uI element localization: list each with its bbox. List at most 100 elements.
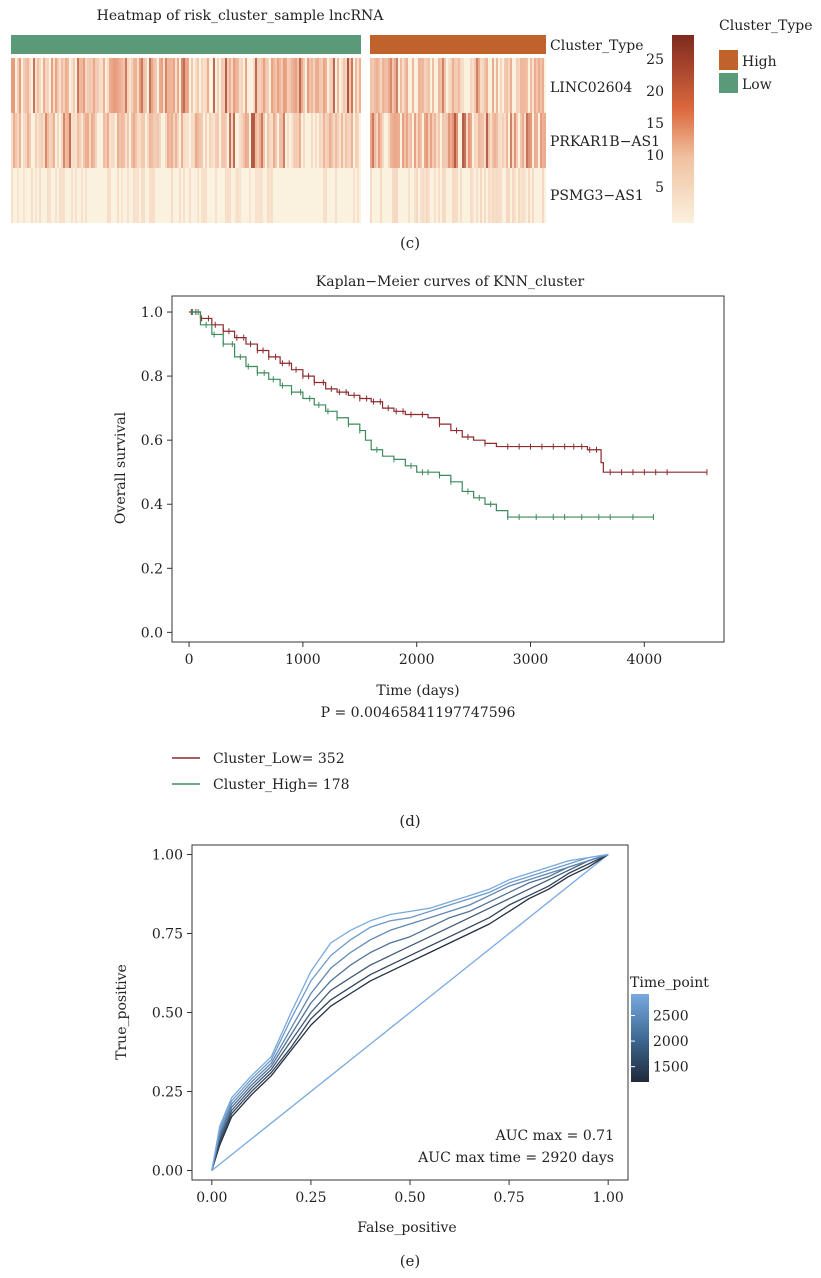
heatmap-cell — [432, 58, 434, 113]
heatmap-cell — [482, 58, 484, 113]
heatmap-cell — [542, 113, 544, 168]
heatmap-cell — [123, 113, 125, 168]
heatmap-cell — [101, 58, 103, 113]
heatmap-cell — [245, 58, 247, 113]
heatmap-cell — [189, 168, 191, 223]
heatmap-cell — [341, 113, 343, 168]
heatmap-cell — [536, 113, 538, 168]
heatmap-cell — [301, 58, 303, 113]
heatmap-cell — [295, 113, 297, 168]
heatmap-cell — [315, 113, 317, 168]
heatmap-cell — [520, 113, 522, 168]
heatmap-cell — [428, 168, 430, 223]
heatmap-cell — [99, 58, 101, 113]
heatmap-cell — [77, 58, 79, 113]
km-y-tick-label: 0.2 — [141, 561, 163, 577]
heatmap-cell — [135, 168, 137, 223]
heatmap-cell — [39, 168, 41, 223]
heatmap-cell — [229, 113, 231, 168]
heatmap-cell — [277, 58, 279, 113]
heatmap-cell — [275, 113, 277, 168]
heatmap-cell — [81, 113, 83, 168]
heatmap-cell — [135, 113, 137, 168]
heatmap-cell — [205, 113, 207, 168]
heatmap-cell — [297, 58, 299, 113]
heatmap-cell — [440, 58, 442, 113]
heatmap-cell — [524, 58, 526, 113]
heatmap-cell — [466, 113, 468, 168]
heatmap-cell — [223, 58, 225, 113]
heatmap-cell — [454, 58, 456, 113]
heatmap-cell — [456, 58, 458, 113]
heatmap-cell — [540, 113, 542, 168]
km-title: Kaplan−Meier curves of KNN_cluster — [316, 274, 585, 290]
heatmap-cell — [534, 113, 536, 168]
km-y-tick-label: 0.4 — [141, 497, 163, 513]
colorbar-tick-15: 15 — [646, 116, 664, 132]
heatmap-cell — [384, 58, 386, 113]
heatmap-cell — [61, 168, 63, 223]
heatmap-cell — [225, 168, 227, 223]
heatmap-cell — [225, 58, 227, 113]
heatmap-cell — [259, 113, 261, 168]
heatmap-cell — [341, 58, 343, 113]
heatmap-cell — [492, 58, 494, 113]
heatmap-cell — [484, 58, 486, 113]
heatmap-cell — [69, 113, 71, 168]
heatmap-cell — [91, 58, 93, 113]
km-x-tick-label: 2000 — [399, 652, 435, 668]
heatmap-cell — [225, 113, 227, 168]
heatmap-cell — [450, 58, 452, 113]
heatmap-cell — [67, 58, 69, 113]
heatmap-cell — [402, 113, 404, 168]
km-x-tick-label: 0 — [185, 652, 194, 668]
heatmap-title: Heatmap of risk_cluster_sample lncRNA — [97, 8, 385, 24]
heatmap-cell — [187, 58, 189, 113]
heatmap-cell — [339, 113, 341, 168]
heatmap-cell — [161, 58, 163, 113]
heatmap-cell — [299, 58, 301, 113]
heatmap-cell — [426, 113, 428, 168]
heatmap-cell — [376, 113, 378, 168]
heatmap-cell — [113, 58, 115, 113]
roc-xlabel: False_positive — [357, 1220, 456, 1236]
km-legend-label-high: Cluster_High= 178 — [213, 777, 350, 793]
heatmap-cell — [512, 113, 514, 168]
heatmap-cell — [311, 113, 313, 168]
heatmap-cell — [438, 113, 440, 168]
heatmap-cell — [470, 168, 472, 223]
heatmap-cell — [149, 113, 151, 168]
heatmap-cell — [412, 58, 414, 113]
km-xlabel: Time (days) — [376, 683, 459, 699]
heatmap-cell — [151, 58, 153, 113]
heatmap-cell — [309, 58, 311, 113]
heatmap-cell — [293, 58, 295, 113]
heatmap-cell — [87, 113, 89, 168]
heatmap-cell — [197, 113, 199, 168]
heatmap-cell — [197, 168, 199, 223]
km-plot-frame — [171, 295, 725, 643]
heatmap-cell — [213, 58, 215, 113]
heatmap-cell — [141, 168, 143, 223]
heatmap-cell — [153, 113, 155, 168]
heatmap-cell — [396, 113, 398, 168]
roc-axes: 0.00 0.25 0.50 0.75 1.00 0.00 0.25 0.50 0.75 1.00 — [152, 847, 624, 1206]
roc-curve — [211, 853, 609, 1171]
heatmap-cell — [281, 58, 283, 113]
heatmap-cell — [325, 58, 327, 113]
heatmap-cell — [171, 168, 173, 223]
heatmap-cell — [317, 58, 319, 113]
heatmap-cell — [259, 58, 261, 113]
heatmap-cell — [91, 113, 93, 168]
heatmap-cell — [343, 58, 345, 113]
heatmap-cell — [133, 168, 135, 223]
heatmap-cell — [470, 58, 472, 113]
heatmap-cell — [51, 113, 53, 168]
heatmap-cell — [177, 113, 179, 168]
heatmap-cell — [337, 58, 339, 113]
heatmap-cell — [63, 168, 65, 223]
heatmap-cell — [261, 113, 263, 168]
heatmap-cell — [438, 168, 440, 223]
heatmap-cell — [374, 113, 376, 168]
